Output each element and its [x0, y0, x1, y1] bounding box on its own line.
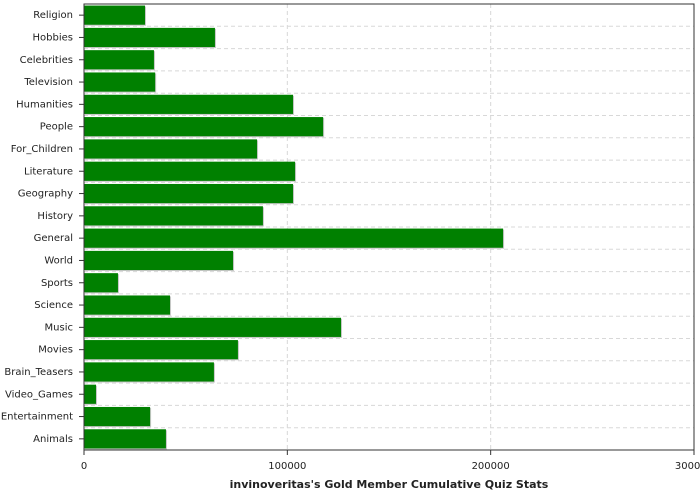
x-tick-label: 0: [81, 461, 87, 472]
y-tick-label: People: [40, 122, 73, 133]
bar: [84, 406, 151, 427]
bar: [84, 340, 238, 360]
bar: [84, 94, 294, 114]
bar: [84, 250, 234, 271]
chart-title: invinoveritas's Gold Member Cumulative Q…: [230, 478, 549, 491]
y-tick-label: General: [34, 233, 73, 244]
x-tick-label: 200000: [472, 461, 510, 472]
y-tick-label: Video_Games: [5, 389, 73, 400]
y-tick-label: For_Children: [11, 144, 73, 155]
bar: [84, 295, 171, 315]
x-tick-label: 300000: [675, 461, 700, 472]
y-tick-label: Religion: [33, 10, 73, 21]
y-tick-label: Entertainment: [1, 412, 73, 423]
bar: [84, 27, 215, 48]
y-tick-label: Music: [45, 322, 73, 333]
bar: [84, 161, 296, 181]
y-tick-label: Television: [23, 77, 73, 88]
y-tick-label: Sports: [41, 278, 73, 289]
y-tick-label: Humanities: [16, 99, 73, 110]
bar: [84, 273, 118, 293]
bar: [84, 429, 166, 449]
bar: [84, 228, 504, 248]
bar: [84, 5, 145, 25]
plot-frame: [83, 3, 695, 451]
bar: [84, 362, 214, 382]
y-tick-label: Movies: [38, 345, 73, 356]
y-tick-label: Animals: [33, 434, 73, 445]
bar: [84, 384, 96, 404]
y-tick-label: Celebrities: [20, 55, 73, 66]
y-tick-label: Brain_Teasers: [4, 367, 73, 378]
y-tick-label: History: [37, 211, 73, 222]
y-tick-label: Literature: [24, 166, 73, 177]
bar: [84, 117, 324, 137]
x-tick-label: 100000: [268, 461, 306, 472]
y-tick-label: World: [44, 255, 73, 266]
y-tick-label: Hobbies: [33, 32, 73, 43]
bar: [84, 183, 294, 204]
bar: [84, 139, 258, 159]
bar: [84, 50, 154, 70]
y-tick-label: Geography: [18, 189, 73, 200]
y-tick-label: Science: [34, 300, 73, 311]
bar: [84, 72, 156, 92]
bar: [84, 317, 342, 337]
bar: [84, 206, 263, 226]
